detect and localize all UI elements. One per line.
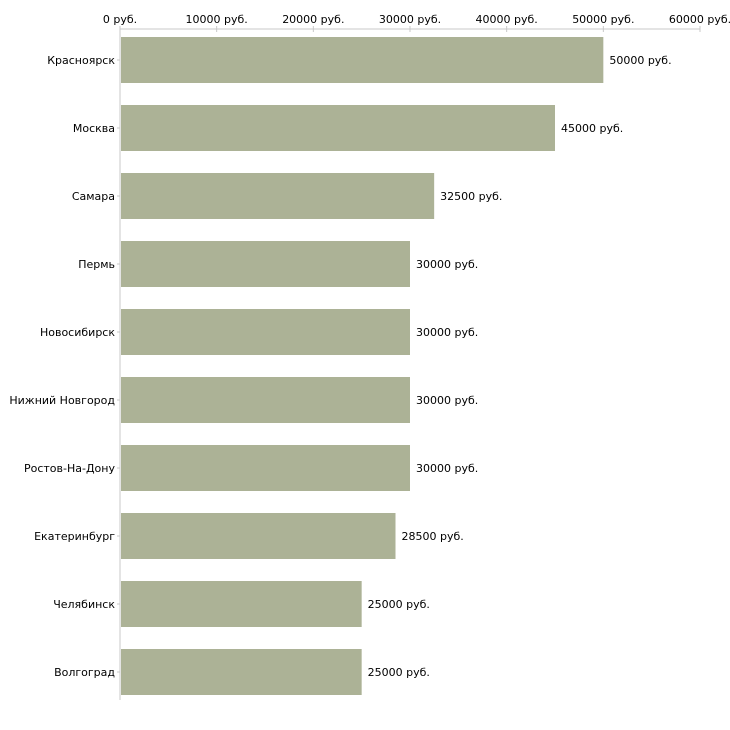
bar <box>121 513 396 559</box>
value-label: 32500 руб. <box>440 190 502 203</box>
category-label: Красноярск <box>47 54 115 67</box>
x-tick-label: 30000 руб. <box>379 13 441 26</box>
value-label: 30000 руб. <box>416 394 478 407</box>
category-label: Новосибирск <box>40 326 115 339</box>
category-label: Челябинск <box>53 598 115 611</box>
category-label: Ростов-На-Дону <box>24 462 115 475</box>
bar <box>121 581 362 627</box>
x-tick-label: 60000 руб. <box>669 13 730 26</box>
bar <box>121 445 410 491</box>
bar <box>121 173 435 219</box>
value-label: 30000 руб. <box>416 462 478 475</box>
x-tick-label: 0 руб. <box>103 13 137 26</box>
category-label: Москва <box>73 122 115 135</box>
value-label: 30000 руб. <box>416 326 478 339</box>
x-tick-label: 20000 руб. <box>282 13 344 26</box>
bar <box>121 37 604 83</box>
value-label: 45000 руб. <box>561 122 623 135</box>
bar <box>121 105 555 151</box>
value-label: 28500 руб. <box>402 530 464 543</box>
value-label: 50000 руб. <box>609 54 671 67</box>
bar <box>121 377 410 423</box>
value-label: 25000 руб. <box>368 598 430 611</box>
value-label: 30000 руб. <box>416 258 478 271</box>
category-label: Самара <box>72 190 115 203</box>
category-label: Пермь <box>78 258 115 271</box>
x-tick-label: 10000 руб. <box>186 13 248 26</box>
category-label: Екатеринбург <box>34 530 115 543</box>
category-label: Нижний Новгород <box>9 394 115 407</box>
bar <box>121 309 410 355</box>
bar <box>121 649 362 695</box>
x-tick-label: 50000 руб. <box>572 13 634 26</box>
value-label: 25000 руб. <box>368 666 430 679</box>
category-label: Волгоград <box>54 666 115 679</box>
bar <box>121 241 410 287</box>
x-tick-label: 40000 руб. <box>476 13 538 26</box>
